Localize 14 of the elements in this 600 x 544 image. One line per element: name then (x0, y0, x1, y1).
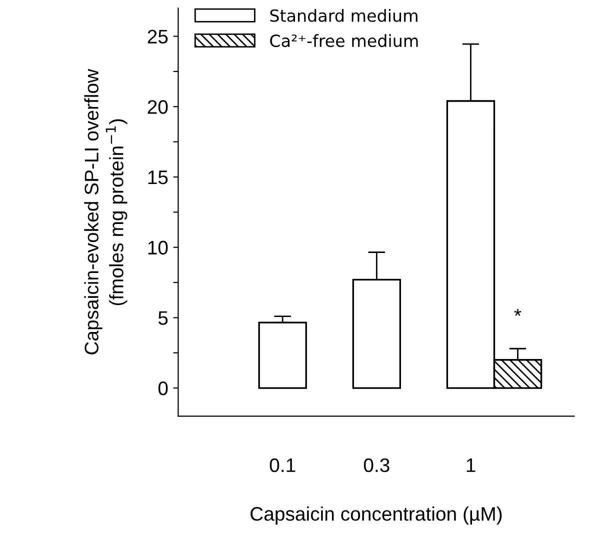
x-tick-label: 1 (466, 458, 476, 472)
y-tick-label: 10 (148, 240, 168, 255)
y-tick-label: 0 (158, 381, 168, 396)
y-tick-label: 20 (148, 100, 168, 114)
y-tick-label: 5 (158, 311, 168, 325)
annotation: * (514, 308, 522, 316)
y-axis-title: Capsaicin-evoked SP-LI overflow (fmoles mg protein$^{−1}$) (84, 68, 128, 354)
y-tick-label: 15 (148, 170, 168, 184)
legend-label: Standard medium (270, 9, 418, 22)
x-tick-label: 0.3 (364, 458, 390, 472)
x-tick-label: 0.1 (270, 458, 296, 472)
legend-label: Ca²⁺-free medium (270, 34, 418, 48)
y-tick-label: 25 (148, 30, 168, 44)
x-axis-title: Capsaicin concentration (µM) (250, 506, 502, 525)
